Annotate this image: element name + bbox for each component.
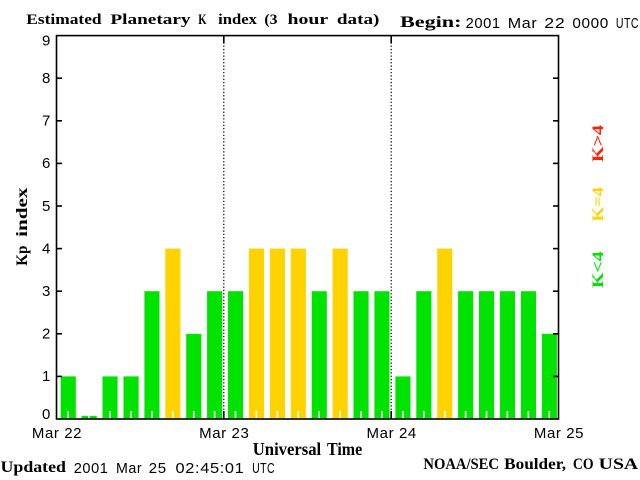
svg-text:UTC: UTC (616, 15, 639, 32)
svg-text:5: 5 (42, 198, 51, 215)
svg-text:Planetary: Planetary (110, 12, 191, 28)
svg-text:NOAA/SEC: NOAA/SEC (423, 456, 499, 473)
svg-text:0: 0 (42, 406, 51, 423)
svg-text:(3: (3 (264, 12, 277, 28)
svg-text:2001: 2001 (466, 15, 501, 32)
svg-text:data): data) (337, 12, 380, 28)
svg-text:K=4: K=4 (590, 187, 607, 222)
svg-text:hour: hour (288, 12, 329, 28)
svg-text:4: 4 (42, 240, 51, 257)
svg-text:3: 3 (42, 283, 51, 300)
svg-text:Begin:: Begin: (400, 14, 462, 31)
svg-text:index: index (14, 188, 31, 237)
svg-text:Mar: Mar (116, 460, 142, 477)
svg-text:index: index (218, 12, 257, 28)
svg-text:K<4: K<4 (590, 251, 607, 288)
svg-text:2: 2 (42, 326, 51, 343)
svg-text:CO: CO (573, 456, 594, 473)
svg-text:25: 25 (149, 460, 167, 477)
svg-text:2001: 2001 (74, 460, 109, 477)
svg-text:02:45:01: 02:45:01 (176, 460, 245, 477)
svg-text:Mar 23: Mar 23 (199, 425, 249, 442)
svg-text:Kp: Kp (14, 246, 31, 266)
svg-text:Time: Time (327, 439, 362, 459)
svg-text:Mar 25: Mar 25 (534, 425, 584, 442)
svg-text:Mar: Mar (508, 15, 538, 32)
svg-text:9: 9 (42, 33, 51, 50)
svg-text:0000: 0000 (572, 15, 609, 32)
svg-text:Estimated: Estimated (26, 12, 102, 28)
svg-text:Mar 24: Mar 24 (367, 425, 417, 442)
svg-text:K: K (198, 12, 206, 28)
svg-text:7: 7 (42, 113, 51, 130)
svg-text:Mar 22: Mar 22 (32, 425, 82, 442)
svg-text:Updated: Updated (1, 459, 67, 476)
svg-text:8: 8 (42, 70, 51, 87)
svg-text:USA: USA (599, 456, 639, 473)
svg-text:1: 1 (42, 368, 51, 385)
svg-text:K>4: K>4 (590, 125, 607, 162)
svg-text:UTC: UTC (252, 460, 275, 477)
svg-text:6: 6 (42, 155, 51, 172)
svg-text:22: 22 (544, 15, 565, 32)
svg-text:Boulder,: Boulder, (504, 456, 566, 473)
svg-text:Universal: Universal (253, 439, 322, 459)
